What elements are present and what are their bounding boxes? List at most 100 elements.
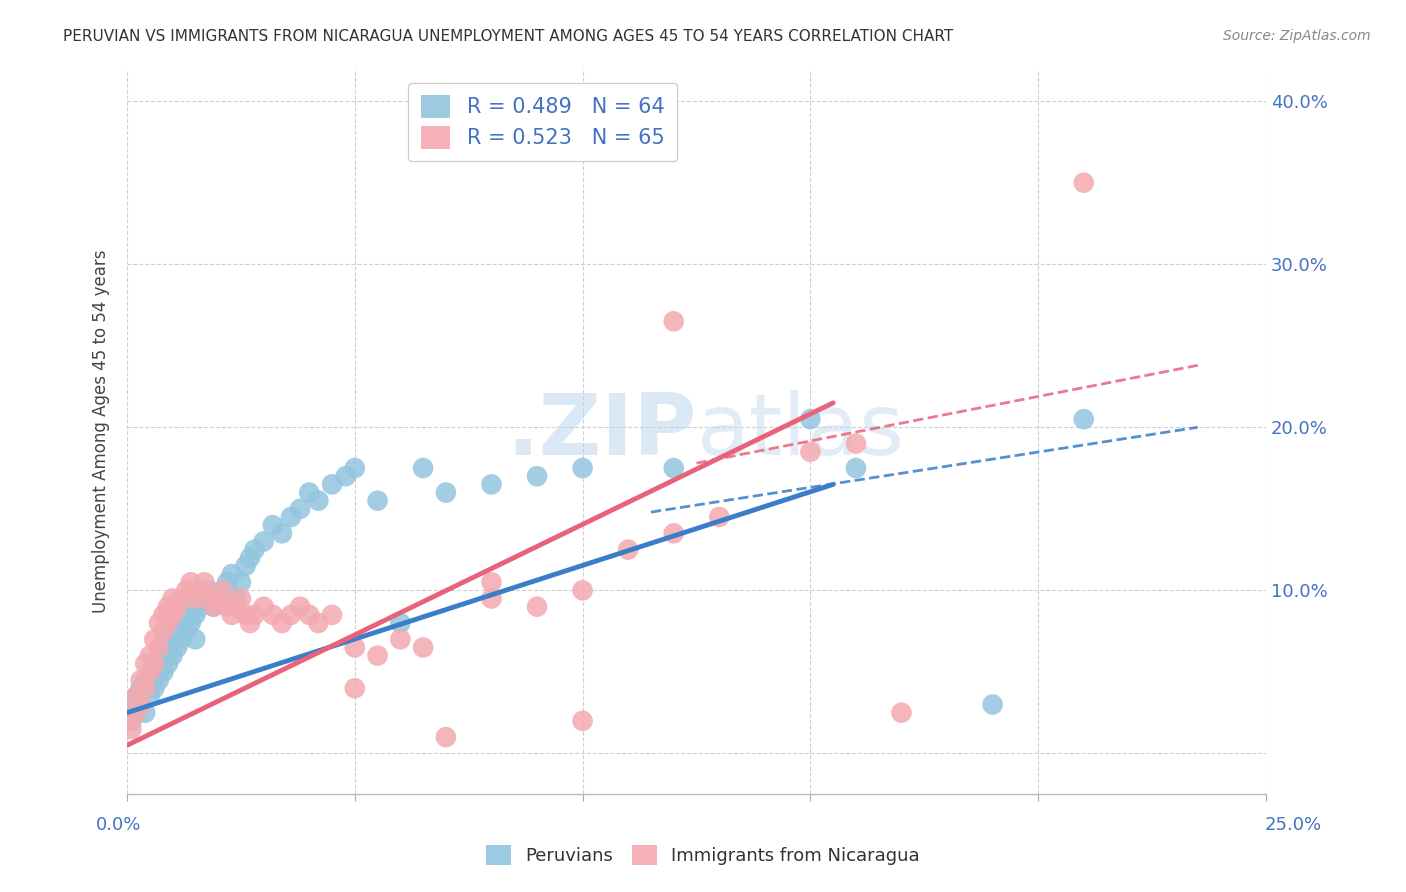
Point (148, 648, 170, 663)
Point (239, 615, 262, 630)
Point (156, 599, 179, 614)
Point (243, 542, 266, 557)
Point (217, 599, 239, 614)
Point (1073, 176, 1095, 190)
Point (198, 591, 221, 606)
Point (343, 461, 366, 475)
Point (845, 436, 868, 450)
Point (188, 583, 211, 598)
Point (571, 583, 593, 598)
Point (321, 477, 343, 491)
Text: 0.0%: 0.0% (96, 816, 141, 834)
Point (162, 624, 184, 639)
Point (134, 706, 156, 720)
Point (143, 681, 166, 696)
Point (139, 648, 162, 663)
Point (162, 648, 184, 663)
Point (412, 640, 434, 655)
Point (321, 607, 343, 622)
Point (125, 706, 148, 720)
Point (129, 681, 152, 696)
Point (152, 665, 174, 679)
Point (211, 583, 233, 598)
Point (298, 485, 321, 500)
Point (184, 591, 207, 606)
Point (434, 485, 457, 500)
Point (225, 599, 247, 614)
Point (184, 607, 207, 622)
Point (170, 607, 193, 622)
Point (134, 657, 156, 671)
Point (662, 526, 685, 541)
Point (129, 698, 152, 712)
Point (188, 599, 211, 614)
Point (262, 518, 284, 533)
Point (481, 591, 503, 606)
Point (235, 607, 257, 622)
Point (125, 690, 148, 704)
Point (143, 657, 166, 671)
Point (152, 607, 174, 622)
Point (174, 583, 197, 598)
Point (184, 632, 207, 647)
Point (367, 493, 389, 508)
Point (389, 615, 412, 630)
Point (170, 591, 193, 606)
Point (367, 648, 389, 663)
Point (890, 706, 912, 720)
Point (166, 615, 188, 630)
Point (148, 673, 170, 687)
Point (709, 510, 731, 524)
Point (307, 493, 329, 508)
Point (229, 591, 252, 606)
Point (253, 534, 276, 549)
Point (139, 665, 162, 679)
Point (152, 640, 174, 655)
Point (280, 510, 302, 524)
Point (481, 477, 503, 491)
Point (166, 599, 188, 614)
Point (253, 599, 276, 614)
Point (845, 461, 868, 475)
Point (335, 469, 357, 483)
Point (343, 681, 366, 696)
Point (180, 615, 202, 630)
Point (207, 591, 229, 606)
Point (174, 599, 197, 614)
Point (235, 558, 257, 573)
Point (662, 314, 685, 328)
Point (139, 665, 162, 679)
Point (288, 599, 311, 614)
Point (981, 698, 1004, 712)
Point (280, 607, 302, 622)
Point (270, 615, 292, 630)
Point (156, 632, 179, 647)
Point (193, 591, 215, 606)
Point (143, 657, 166, 671)
Point (180, 575, 202, 590)
Point (412, 461, 434, 475)
Point (298, 607, 321, 622)
Point (243, 607, 266, 622)
Point (174, 624, 197, 639)
Point (202, 599, 225, 614)
Point (217, 575, 239, 590)
Point (229, 575, 252, 590)
Point (662, 461, 685, 475)
Point (270, 526, 292, 541)
Point (125, 690, 148, 704)
Point (526, 469, 548, 483)
Point (143, 632, 166, 647)
Point (134, 673, 156, 687)
Point (121, 714, 143, 728)
Point (166, 640, 188, 655)
Point (139, 690, 162, 704)
Point (115, 714, 138, 728)
Point (125, 706, 148, 720)
Y-axis label: Unemployment Among Ages 45 to 54 years: Unemployment Among Ages 45 to 54 years (93, 250, 110, 613)
Point (115, 698, 138, 712)
Point (207, 591, 229, 606)
Point (481, 575, 503, 590)
Point (134, 681, 156, 696)
Point (571, 714, 593, 728)
